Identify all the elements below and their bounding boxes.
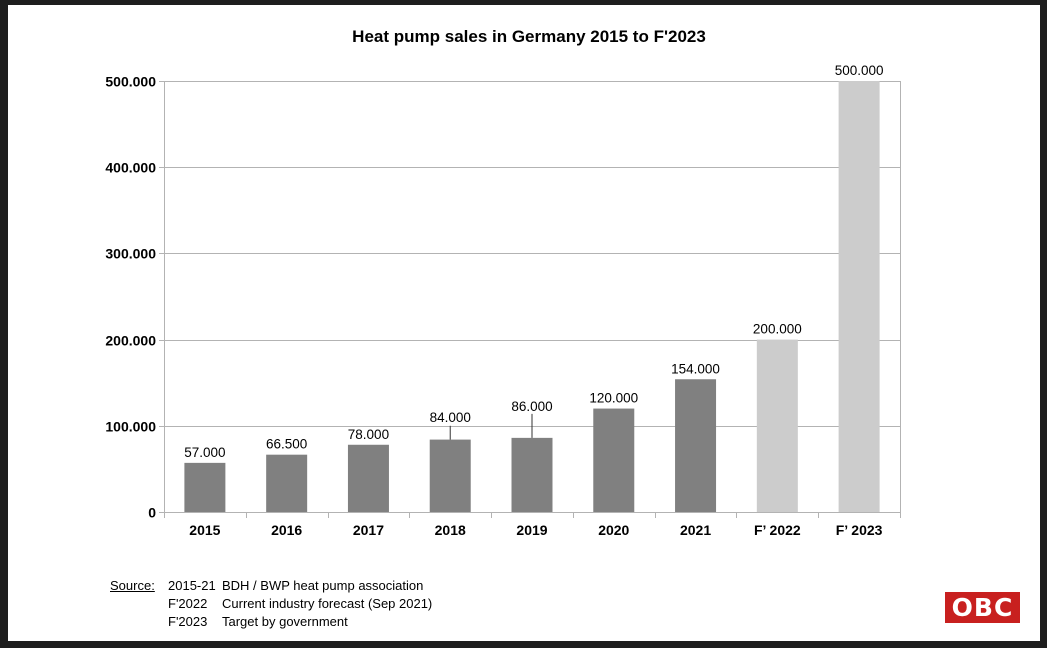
source-text-3: Target by government: [222, 614, 348, 629]
obc-logo: OBC: [945, 592, 1020, 623]
bar-2020: [593, 408, 635, 512]
x-tick-label: 2021: [680, 522, 711, 538]
data-label: 86.000: [511, 399, 552, 414]
bar-2015: [184, 462, 226, 512]
bar-F2022: [756, 339, 798, 512]
x-tick-label: 2016: [271, 522, 302, 538]
data-label: 66.500: [266, 437, 307, 452]
x-tick-label: 2020: [598, 522, 629, 538]
source-text-2: Current industry forecast (Sep 2021): [222, 596, 433, 611]
data-label: 57.000: [184, 445, 225, 460]
data-label: 154.000: [671, 361, 720, 376]
source-key-2: F'2022: [168, 596, 208, 611]
bar-2016: [266, 454, 308, 512]
x-tick-label: 2015: [189, 522, 220, 538]
x-axis: 2015 2016 2017 2018 2019 2020 2021 F’ 2022 F’ 20…: [159, 512, 901, 538]
bar-2018: [429, 439, 471, 512]
bars: [184, 81, 880, 512]
data-label: 500.000: [835, 63, 884, 78]
x-tick-label: 2017: [353, 522, 384, 538]
bar-chart: Heat pump sales in Germany 2015 to F'202…: [105, 27, 901, 538]
y-tick-label: 400.000: [105, 160, 156, 176]
y-tick-label: 0: [148, 505, 156, 521]
y-tick-label: 300.000: [105, 246, 156, 262]
x-tick-label: F’ 2022: [754, 522, 801, 538]
source-text-1: BDH / BWP heat pump association: [222, 578, 424, 593]
y-tick-label: 500.000: [105, 74, 156, 90]
bar-2019: [511, 437, 553, 512]
chart-canvas: Heat pump sales in Germany 2015 to F'202…: [8, 5, 1040, 641]
bar-F2023: [838, 81, 880, 512]
y-tick-label: 200.000: [105, 333, 156, 349]
data-label: 120.000: [589, 391, 638, 406]
bar-2021: [675, 379, 717, 512]
x-tick-label: F’ 2023: [836, 522, 883, 538]
source-key-1: 2015-21: [168, 578, 216, 593]
chart-title: Heat pump sales in Germany 2015 to F'202…: [352, 27, 706, 46]
source-heading: Source:: [110, 578, 155, 593]
y-axis: 0 100.000 200.000 300.000 400.000 500.000: [105, 74, 165, 521]
x-tick-label: 2018: [435, 522, 466, 538]
source-key-3: F'2023: [168, 614, 208, 629]
y-tick-label: 100.000: [105, 419, 156, 435]
x-tick-label: 2019: [516, 522, 547, 538]
data-label: 84.000: [430, 410, 471, 425]
data-label: 78.000: [348, 427, 389, 442]
data-label: 200.000: [753, 322, 802, 337]
bar-2017: [347, 444, 389, 512]
data-labels: 57.000 66.500 78.000 84.000 86.000 120.000 154…: [184, 63, 883, 460]
